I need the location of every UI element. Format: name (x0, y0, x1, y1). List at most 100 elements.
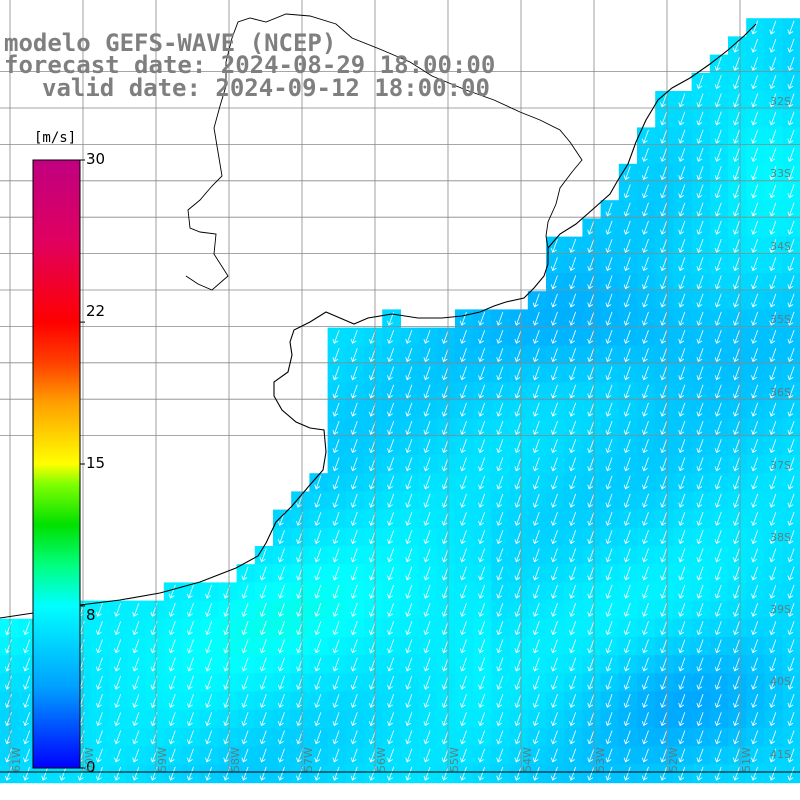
wind-arrow (114, 657, 122, 672)
wind-arrow (241, 566, 249, 581)
lon-label: 57W (302, 747, 315, 772)
wind-arrow (478, 639, 486, 654)
wind-arrow (605, 675, 613, 690)
wind-arrow (751, 530, 759, 545)
wind-arrow (241, 675, 249, 690)
wind-speed-cells (0, 18, 800, 784)
wind-arrow (532, 566, 540, 581)
wind-arrow (605, 366, 613, 381)
wind-arrow (241, 766, 249, 781)
wind-arrow (787, 657, 795, 672)
wind-arrow (332, 602, 340, 617)
wind-arrow (132, 712, 140, 727)
wind-arrow (605, 657, 613, 672)
wind-arrow (623, 202, 631, 217)
wind-arrow (660, 566, 668, 581)
wind-arrow (350, 366, 358, 381)
wind-arrow (168, 639, 176, 654)
wind-arrow (186, 748, 194, 763)
wind-arrow (787, 602, 795, 617)
wind-arrow (769, 712, 777, 727)
wind-arrow (423, 384, 431, 399)
wind-arrow (132, 621, 140, 636)
wind-arrow (405, 566, 413, 581)
wind-arrow (514, 766, 522, 781)
wind-arrow (569, 548, 577, 563)
wind-arrow (769, 675, 777, 690)
wind-arrow (405, 693, 413, 708)
wind-arrow (605, 639, 613, 654)
wind-arrow (532, 329, 540, 344)
colorbar-units: [m/s] (34, 130, 77, 146)
wind-arrow (660, 93, 668, 108)
wind-arrow (532, 748, 540, 763)
wind-arrow (769, 693, 777, 708)
wind-arrow (405, 530, 413, 545)
wind-arrow (623, 166, 631, 181)
wind-arrow (423, 621, 431, 636)
wind-arrow (714, 238, 722, 253)
wind-arrow (569, 275, 577, 290)
wind-arrow (641, 439, 649, 454)
wind-arrow (696, 75, 704, 90)
wind-arrow (259, 639, 267, 654)
wind-arrow (132, 602, 140, 617)
wind-arrow (314, 602, 322, 617)
wind-arrow (423, 493, 431, 508)
wind-arrow (496, 621, 504, 636)
wind-arrow (678, 257, 686, 272)
wind-arrow (4, 639, 12, 654)
wind-arrow (587, 329, 595, 344)
wind-arrow (550, 639, 558, 654)
wind-arrow (751, 475, 759, 490)
wind-arrow (751, 184, 759, 199)
wind-arrow (732, 402, 740, 417)
wind-arrow (332, 712, 340, 727)
wind-arrow (623, 530, 631, 545)
wind-arrow (405, 402, 413, 417)
wind-arrow (332, 402, 340, 417)
wind-arrow (350, 420, 358, 435)
wind-arrow (441, 748, 449, 763)
wind-arrow (769, 129, 777, 144)
wind-arrow (532, 548, 540, 563)
wind-arrow (132, 639, 140, 654)
wind-arrow (641, 129, 649, 144)
wind-arrow (769, 348, 777, 363)
wind-arrow (587, 402, 595, 417)
wind-arrow (641, 457, 649, 472)
wind-arrow (168, 712, 176, 727)
wind-arrow (641, 348, 649, 363)
wind-arrow (678, 639, 686, 654)
wind-arrow (787, 530, 795, 545)
wind-arrow (714, 147, 722, 162)
wind-arrow (350, 584, 358, 599)
wind-arrow (605, 766, 613, 781)
wind-arrow (587, 475, 595, 490)
wind-arrow (714, 548, 722, 563)
wind-arrow (714, 511, 722, 526)
wind-arrow (678, 311, 686, 326)
wind-arrow (569, 348, 577, 363)
wind-arrow (332, 566, 340, 581)
wind-arrow (569, 384, 577, 399)
wind-arrow (205, 766, 213, 781)
wind-arrow (732, 439, 740, 454)
wind-arrow (132, 748, 140, 763)
wind-arrow (441, 730, 449, 745)
wind-arrow (623, 584, 631, 599)
wind-arrow (114, 602, 122, 617)
wind-arrow (205, 693, 213, 708)
wind-arrow (787, 766, 795, 781)
wind-arrow (714, 621, 722, 636)
wind-arrow (4, 621, 12, 636)
wind-arrow (623, 420, 631, 435)
wind-arrow (769, 566, 777, 581)
wind-arrow (769, 639, 777, 654)
wind-arrow (714, 129, 722, 144)
wind-arrow (732, 602, 740, 617)
wind-arrow (696, 475, 704, 490)
wind-arrow (387, 439, 395, 454)
wind-arrow (277, 602, 285, 617)
wind-arrow (641, 748, 649, 763)
